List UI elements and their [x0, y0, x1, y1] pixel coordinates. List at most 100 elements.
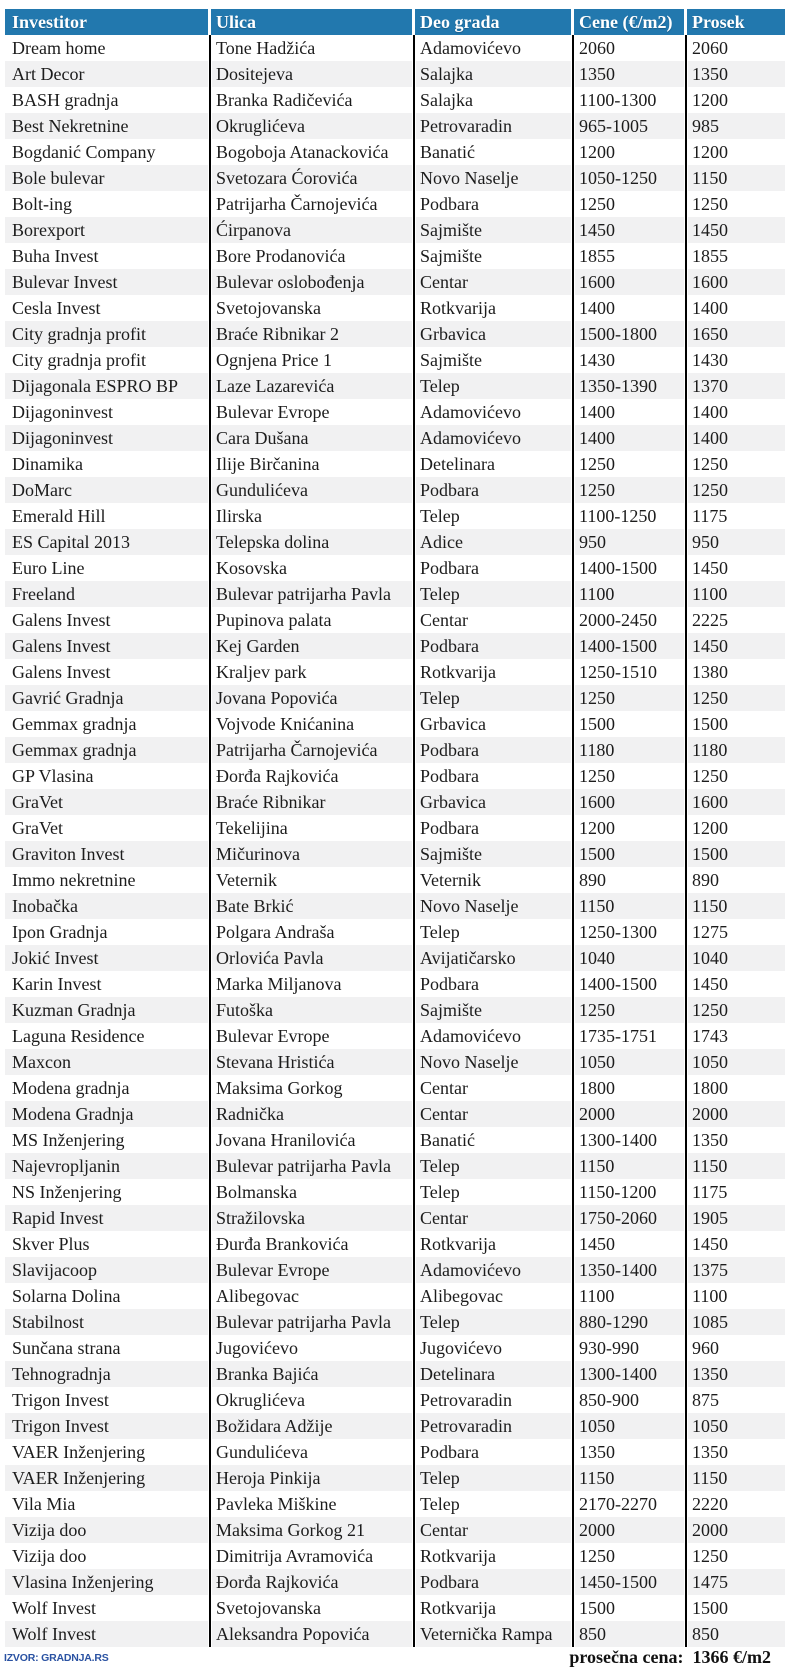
cell-ulica: Cara Dušana: [211, 425, 412, 451]
cell-deo-grada: Veternička Rampa: [415, 1621, 571, 1647]
table-row: Immo nekretnine Veternik Veternik 890 89…: [5, 867, 785, 893]
cell-investitor: Gemmax gradnja: [5, 737, 208, 763]
table-row: VAER Inženjering Gundulićeva Podbara 135…: [5, 1439, 785, 1465]
cell-cene: 1450: [574, 217, 684, 243]
cell-cene: 1100-1250: [579, 506, 657, 526]
cell-investitor: Art Decor: [5, 61, 208, 87]
cell-investitor: Stabilnost: [5, 1309, 208, 1335]
table-row: Solarna Dolina Alibegovac Alibegovac 110…: [5, 1283, 785, 1309]
cell-ulica: Stevana Hristića: [211, 1049, 412, 1075]
cell-investitor: Borexport: [5, 217, 208, 243]
table-row: GraVet Tekelijina Podbara 1200 1200: [5, 815, 785, 841]
table-row: Bolt-ing Patrijarha Čarnojevića Podbara …: [5, 191, 785, 217]
cell-investitor: Dream home: [12, 38, 106, 58]
cell-cene: 1200: [579, 818, 615, 838]
cell-prosek: 1400: [687, 425, 785, 451]
cell-cene: 1250: [579, 1546, 615, 1566]
cell-ulica: Kej Garden: [211, 633, 412, 659]
cell-cene: 1300-1400: [579, 1130, 657, 1150]
cell-prosek: 1150: [687, 893, 785, 919]
table-row: Inobačka Bate Brkić Novo Naselje 1150 11…: [5, 893, 785, 919]
cell-prosek: 1905: [687, 1205, 785, 1231]
cell-deo-grada: Adamovićevo: [420, 402, 521, 422]
cell-ulica: Maksima Gorkog 21: [211, 1517, 412, 1543]
cell-cene: 1250: [579, 194, 615, 214]
cell-investitor: Galens Invest: [12, 610, 111, 630]
table-row: Najevropljanin Bulevar patrijarha Pavla …: [5, 1153, 785, 1179]
cell-cene: 1050: [574, 1413, 684, 1439]
cell-prosek: 1500: [692, 1598, 728, 1618]
cell-ulica: Mičurinova: [211, 841, 412, 867]
cell-ulica: Gundulićeva: [211, 477, 412, 503]
cell-deo-grada: Podbara: [420, 558, 479, 578]
cell-prosek: 1450: [692, 1234, 728, 1254]
cell-deo-grada: Telep: [420, 1182, 460, 1202]
cell-deo-grada: Alibegovac: [420, 1286, 503, 1306]
cell-cene: 1735-1751: [579, 1026, 657, 1046]
cell-ulica: Heroja Pinkija: [211, 1465, 412, 1491]
cell-ulica: Svetojovanska: [216, 1598, 321, 1618]
cell-investitor: Jokić Invest: [5, 945, 208, 971]
cell-cene: 1250-1510: [579, 662, 657, 682]
investor-price-table: Investitor Ulica Deo grada Cene (€/m2) P…: [5, 9, 785, 1647]
cell-ulica: Jugovićevo: [216, 1338, 298, 1358]
cell-deo-grada: Rotkvarija: [420, 1598, 496, 1618]
cell-deo-grada: Grbavica: [415, 789, 571, 815]
cell-investitor: City gradnja profit: [12, 350, 146, 370]
cell-deo-grada: Petrovaradin: [415, 1413, 571, 1439]
cell-deo-grada: Avijatičarsko: [415, 945, 571, 971]
cell-deo-grada: Novo Naselje: [415, 1049, 571, 1075]
cell-prosek: 1400: [692, 402, 728, 422]
cell-deo-grada: Podbara: [420, 194, 479, 214]
cell-investitor: Emerald Hill: [12, 506, 106, 526]
cell-investitor: Ipon Gradnja: [12, 922, 108, 942]
cell-ulica: Aleksandra Popovića: [211, 1621, 412, 1647]
cell-deo-grada: Rotkvarija: [420, 298, 496, 318]
cell-investitor: Maxcon: [5, 1049, 208, 1075]
cell-investitor: Bulevar Invest: [5, 269, 208, 295]
cell-investitor: Dijagoninvest: [12, 402, 113, 422]
cell-cene: 2170-2270: [579, 1494, 657, 1514]
cell-cene: 1400-1500: [574, 633, 684, 659]
cell-investitor: GraVet: [5, 789, 208, 815]
cell-investitor: Vizija doo: [5, 1517, 208, 1543]
cell-investitor: Bole bulevar: [5, 165, 208, 191]
table-row: Sunčana strana Jugovićevo Jugovićevo 930…: [5, 1335, 785, 1361]
cell-ulica: Dositejeva: [211, 61, 412, 87]
cell-investitor: Trigon Invest: [5, 1413, 208, 1439]
cell-ulica: Bulevar oslobođenja: [211, 269, 412, 295]
table-row: Galens Invest Kej Garden Podbara 1400-15…: [5, 633, 785, 659]
cell-prosek: 1050: [687, 1049, 785, 1075]
cell-investitor: Wolf Invest: [12, 1598, 97, 1618]
cell-ulica: Laze Lazarevića: [211, 373, 412, 399]
cell-investitor: Graviton Invest: [5, 841, 208, 867]
cell-cene: 2000-2450: [579, 610, 657, 630]
table-row: City gradnja profit Braće Ribnikar 2 Grb…: [5, 321, 785, 347]
cell-deo-grada: Centar: [415, 1101, 571, 1127]
table-row: Euro Line Kosovska Podbara 1400-1500 145…: [5, 555, 785, 581]
cell-deo-grada: Telep: [415, 1153, 571, 1179]
cell-deo-grada: Sajmište: [415, 997, 571, 1023]
cell-deo-grada: Novo Naselje: [415, 893, 571, 919]
cell-prosek: 1040: [687, 945, 785, 971]
table-row: Trigon Invest Božidara Adžije Petrovarad…: [5, 1413, 785, 1439]
cell-prosek: 890: [692, 870, 719, 890]
cell-ulica: Braće Ribnikar: [211, 789, 412, 815]
cell-cene: 965-1005: [574, 113, 684, 139]
table-row: Dijagoninvest Cara Dušana Adamovićevo 14…: [5, 425, 785, 451]
cell-cene: 1400-1500: [579, 558, 657, 578]
cell-investitor: GP Vlasina: [12, 766, 94, 786]
column-header-prosek: Prosek: [687, 9, 785, 35]
cell-deo-grada: Telep: [420, 1494, 460, 1514]
table-row: Gemmax gradnja Patrijarha Čarnojevića Po…: [5, 737, 785, 763]
cell-deo-grada: Podbara: [420, 818, 479, 838]
table-row: Vizija doo Dimitrija Avramovića Rotkvari…: [5, 1543, 785, 1569]
table-row: Vlasina Inženjering Đorđa Rajkovića Podb…: [5, 1569, 785, 1595]
cell-cene: 1400: [579, 402, 615, 422]
cell-deo-grada: Salajka: [415, 61, 571, 87]
table-row: Modena Gradnja Radnička Centar 2000 2000: [5, 1101, 785, 1127]
cell-prosek: 1430: [692, 350, 728, 370]
cell-ulica: Tekelijina: [216, 818, 288, 838]
cell-ulica: Branka Radičevića: [216, 90, 353, 110]
cell-cene: 2000: [574, 1517, 684, 1543]
